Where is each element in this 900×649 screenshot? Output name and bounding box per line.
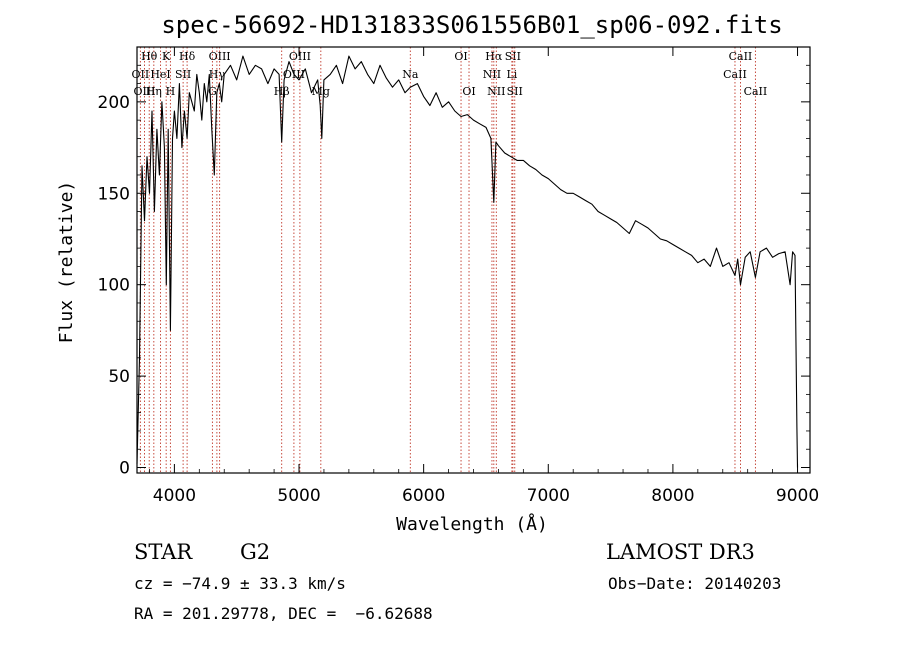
x-tick-label: 7000 [527,486,570,506]
marker-label: HeI [150,68,170,81]
marker-label: CaII [723,68,747,81]
marker-label: NII [487,85,505,98]
y-axis: 0 50 100 150 200 [98,64,810,479]
y-axis-label: Flux (relative) [56,181,77,344]
marker-label: CaII [744,85,768,98]
spectrum-chart: spec-56692-HD131833S061556B01_sp06-092.f… [56,11,819,535]
object-type: STAR [134,540,193,564]
observation-date: Obs−Date: 20140203 [608,574,782,593]
x-axis: 4000 5000 6000 7000 8000 9000 [149,47,819,506]
marker-label: NII [483,68,501,81]
y-tick-label: 150 [98,184,130,204]
marker-label: SII [507,85,523,98]
plot-frame [136,46,811,474]
coordinates: RA = 201.29778, DEC = −6.62688 [134,604,433,623]
spectrum-line [136,55,799,468]
redshift-velocity: cz = −74.9 ± 33.3 km/s [134,574,346,593]
marker-label: Na [402,68,419,81]
marker-label: OI [454,50,467,63]
marker-label: OI [462,85,475,98]
marker-label: K [162,50,171,63]
marker-label: G [208,85,217,98]
x-axis-label: Wavelength (Å) [396,513,548,535]
marker-label: Hα [485,50,503,63]
chart-title: spec-56692-HD131833S061556B01_sp06-092.f… [161,11,782,39]
y-tick-label: 0 [119,459,130,479]
marker-label: SII [505,50,521,63]
y-tick-label: 100 [98,276,130,296]
x-tick-label: 5000 [277,486,320,506]
x-tick-label: 6000 [402,486,445,506]
marker-label: Li [506,68,517,81]
marker-label: Mg [312,85,330,98]
x-tick-label: 9000 [776,486,819,506]
y-tick-label: 200 [98,93,130,113]
marker-label: OIII [289,50,311,63]
plot-area [136,46,811,474]
x-tick-label: 4000 [153,486,196,506]
marker-label: Hθ [141,50,158,63]
marker-label: Hβ [274,85,290,98]
marker-label: Hη [146,85,162,98]
marker-label: OII [132,68,150,81]
marker-label: SII [175,68,191,81]
subclass: G2 [240,540,271,564]
marker-label: CaII [729,50,753,63]
x-tick-label: 8000 [651,486,694,506]
marker-label: H [166,85,176,98]
marker-label: Hγ [209,68,226,81]
survey-name: LAMOST DR3 [606,540,755,564]
marker-label: OIII [133,85,155,98]
y-tick-label: 50 [108,367,130,387]
marker-label: OIII [209,50,231,63]
marker-label: Hδ [179,50,196,63]
